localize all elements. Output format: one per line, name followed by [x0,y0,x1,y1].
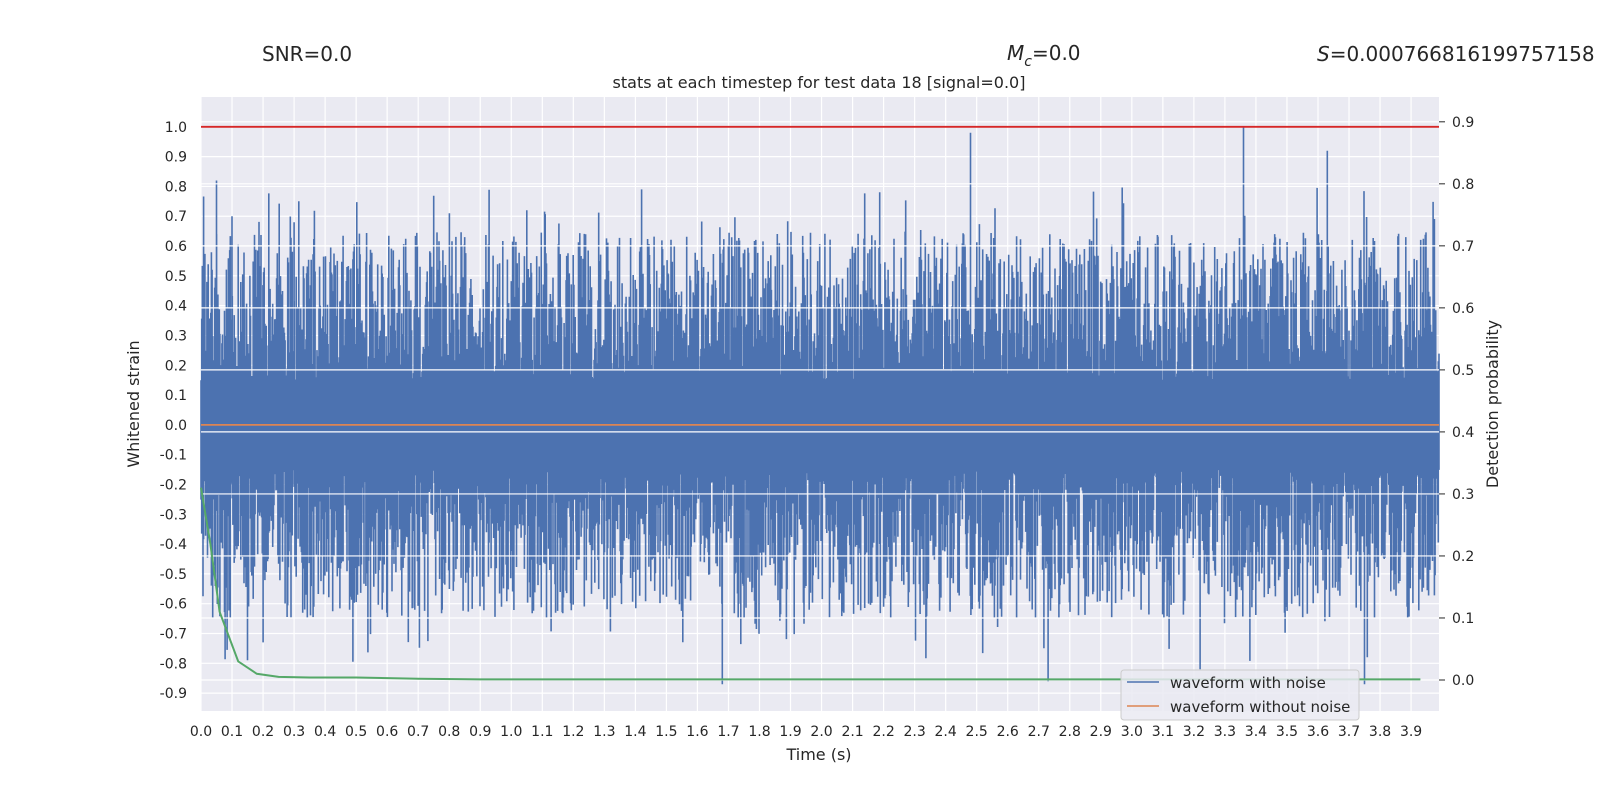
x-tick-label: 0.8 [438,724,460,740]
y-tick-label-right: 0.1 [1452,611,1474,627]
y-tick-label: 0.8 [165,179,187,195]
x-tick-label: 0.4 [314,724,336,740]
x-tick-label: 3.2 [1183,724,1205,740]
y-tick-label-right: 0.0 [1452,673,1474,689]
x-tick-label: 2.1 [841,724,863,740]
x-tick-label: 3.6 [1307,724,1329,740]
x-tick-label: 1.3 [593,724,615,740]
x-ticks: 0.0 0.1 0.2 0.3 0.4 0.5 0.6 0.7 0.8 0.9 1.0 1.1 1.2 1… [190,724,1422,740]
detection-probability-line [200,487,1421,681]
y-tick-label: -0.8 [160,656,187,672]
legend: waveform with noise waveform without noi… [1120,669,1360,721]
y-tick-label-right: 0.7 [1452,239,1474,255]
x-tick-label: 1.4 [624,724,646,740]
y-tick-label: -0.5 [160,567,187,583]
s-symbol: S [1317,42,1330,66]
y-tick-label: 0.7 [165,209,187,225]
x-tick-label: 1.0 [500,724,522,740]
y-tick-label: 0.4 [165,299,187,315]
y-tick-label-right: 0.5 [1452,363,1474,379]
x-tick-label: 2.5 [966,724,988,740]
mc-symbol: M [1007,41,1024,65]
waveform-with-noise-line [200,126,1440,685]
y-tick-label: 0.5 [165,269,187,285]
x-tick-label: 2.7 [1028,724,1050,740]
y-tick-label: 0.3 [165,328,187,344]
y-tick-label: 1.0 [165,120,187,136]
x-tick-label: 3.5 [1276,724,1298,740]
y-tick-label-right: 0.4 [1452,425,1474,441]
x-tick-label: 2.4 [935,724,957,740]
x-tick-label: 0.6 [376,724,398,740]
legend-label-clean: waveform without noise [1170,698,1350,716]
x-tick-label: 1.2 [562,724,584,740]
y-tick-label: -0.1 [160,448,187,464]
x-tick-label: 1.7 [717,724,739,740]
y-tick-label: 0.9 [165,150,187,166]
x-tick-label: 3.8 [1369,724,1391,740]
x-tick-label: 2.3 [904,724,926,740]
x-tick-label: 3.4 [1245,724,1267,740]
x-tick-label: 0.0 [190,724,212,740]
x-tick-label: 2.8 [1059,724,1081,740]
x-tick-label: 0.9 [469,724,491,740]
y-ticks: 1.0 0.9 0.8 0.7 0.6 0.5 0.4 0.3 0.2 0.1 0.0 -0.1 -0.… [160,120,187,702]
x-tick-label: 1.1 [531,724,553,740]
y-tick-label: 0.1 [165,388,187,404]
x-tick-label: 1.9 [779,724,801,740]
y-ticks-right: 0.9 0.8 0.7 0.6 0.5 0.4 0.3 0.2 0.1 0.0 [1439,115,1474,689]
legend-box [1120,669,1360,721]
y-tick-label-right: 0.2 [1452,549,1474,565]
y-tick-label-right: 0.9 [1452,115,1474,131]
x-tick-label: 3.1 [1152,724,1174,740]
y-tick-label: 0.6 [165,239,187,255]
x-tick-label: 0.5 [345,724,367,740]
s-label: S=0.000766816199757158 [1317,42,1595,66]
chart-title: stats at each timestep for test data 18 … [613,73,1026,92]
x-axis-label: Time (s) [785,745,851,764]
y-tick-label: -0.7 [160,627,187,643]
x-tick-label: 0.2 [252,724,274,740]
y-tick-label: -0.9 [160,686,187,702]
y-tick-label: -0.2 [160,477,187,493]
x-tick-label: 2.6 [997,724,1019,740]
y-axis-label-right: Detection probability [1483,320,1502,488]
y-tick-label: -0.3 [160,507,187,523]
x-tick-label: 3.9 [1400,724,1422,740]
x-tick-label: 0.1 [221,724,243,740]
legend-label-noise: waveform with noise [1170,674,1326,692]
x-tick-label: 0.7 [407,724,429,740]
mc-value: =0.0 [1032,41,1081,65]
s-value: =0.000766816199757158 [1330,42,1595,66]
mc-label: Mc=0.0 [1007,41,1081,70]
series-layer [200,125,1440,685]
y-tick-label: 0.2 [165,358,187,374]
y-tick-label-right: 0.8 [1452,177,1474,193]
x-tick-label: 1.8 [748,724,770,740]
mc-subscript: c [1024,54,1032,70]
y-axis-label: Whitened strain [124,340,143,467]
x-tick-label: 3.3 [1214,724,1236,740]
x-tick-label: 1.5 [655,724,677,740]
x-tick-label: 3.0 [1121,724,1143,740]
x-tick-label: 0.3 [283,724,305,740]
x-tick-label: 1.6 [686,724,708,740]
y-tick-label-right: 0.3 [1452,487,1474,503]
x-tick-label: 3.7 [1338,724,1360,740]
y-tick-label: 0.0 [165,418,187,434]
x-tick-label: 2.0 [810,724,832,740]
y-tick-label-right: 0.6 [1452,301,1474,317]
series-waveform-with-noise [200,126,1440,685]
snr-label: SNR=0.0 [262,42,352,66]
x-tick-label: 2.2 [872,724,894,740]
y-tick-label: -0.6 [160,597,187,613]
y-tick-label: -0.4 [160,537,187,553]
x-tick-label: 2.9 [1090,724,1112,740]
